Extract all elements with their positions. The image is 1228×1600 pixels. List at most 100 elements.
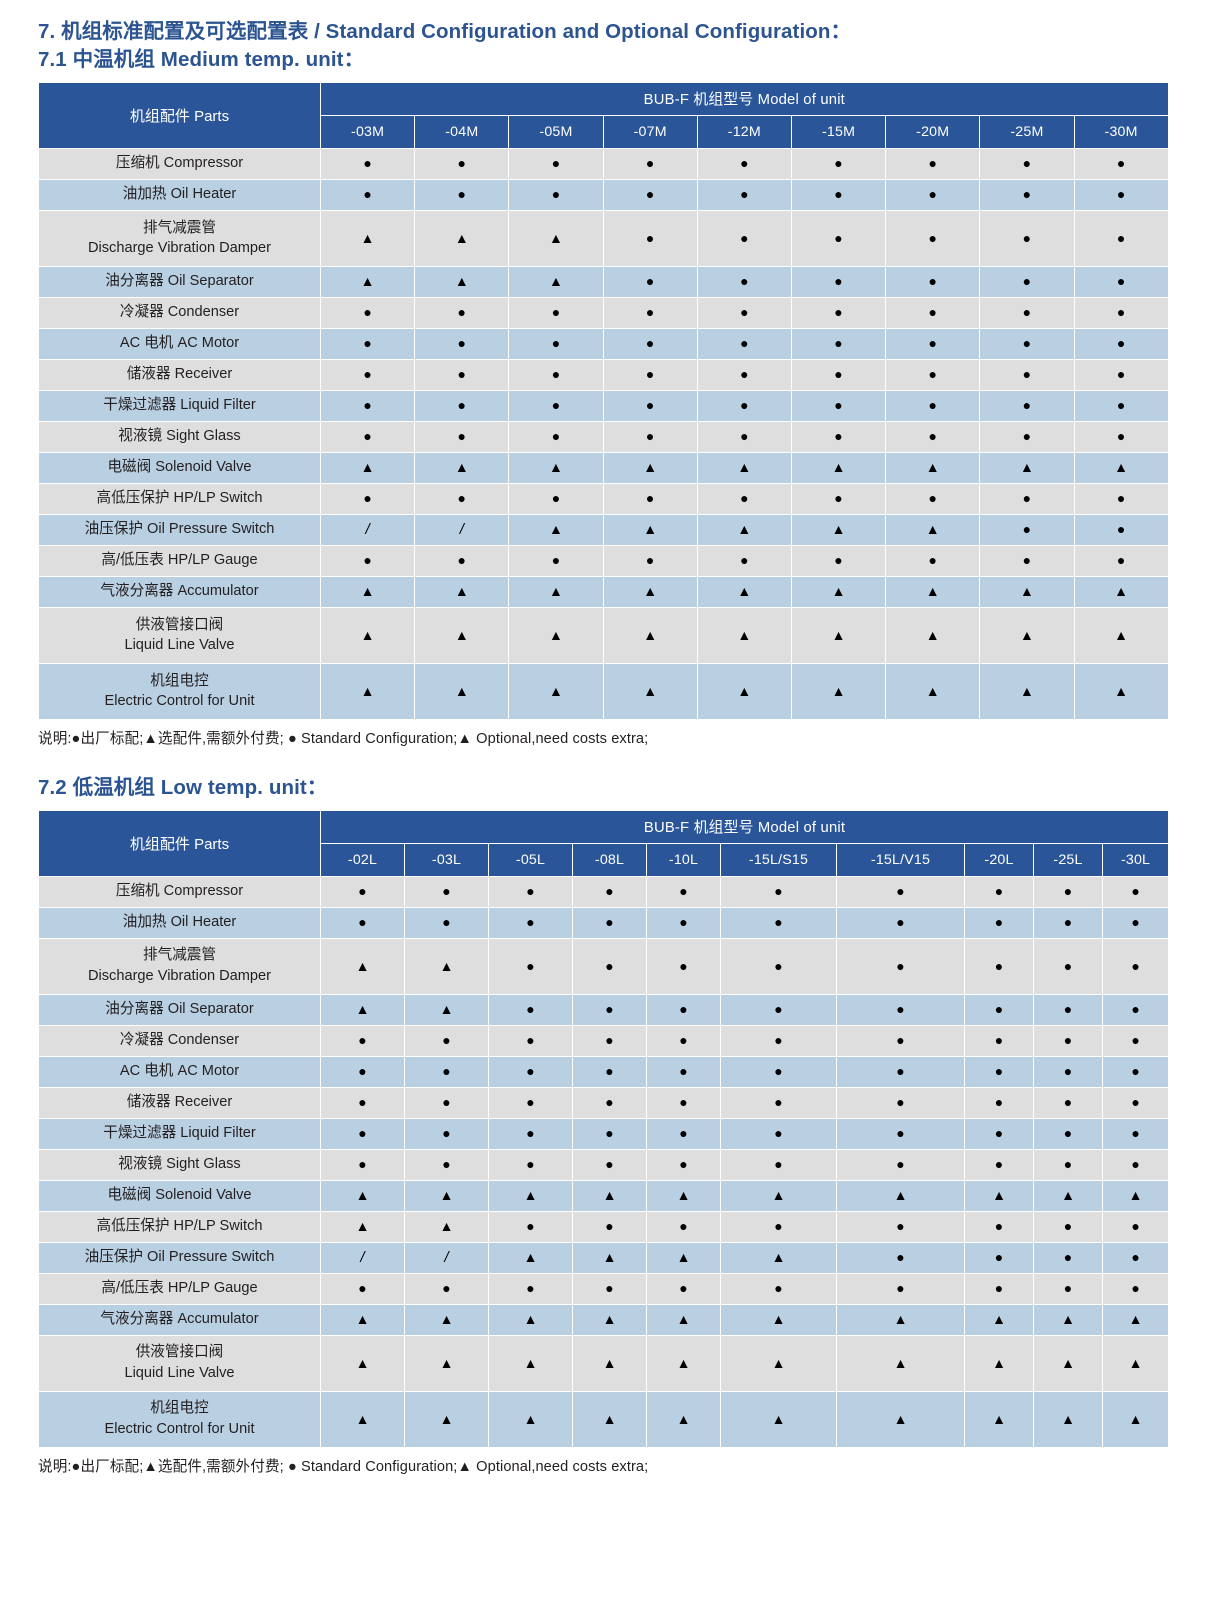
standard-config-circle-icon: ● — [358, 1125, 367, 1142]
standard-config-circle-icon: ● — [928, 304, 937, 321]
config-value-cell: ● — [602, 209, 698, 267]
config-value-cell: ● — [602, 327, 698, 360]
part-name-cn: 供液管接口阀 — [135, 1344, 224, 1361]
standard-config-circle-icon: ● — [551, 304, 561, 321]
standard-config-circle-icon: ● — [1116, 335, 1126, 352]
config-value-cell: ▲ — [979, 662, 1075, 720]
part-name-cn: 油分离器 Oil Separator — [105, 1001, 254, 1018]
config-value-cell: ● — [1033, 1148, 1103, 1181]
optional-config-triangle-icon: ▲ — [602, 1311, 617, 1328]
config-value-cell: ● — [572, 1210, 647, 1243]
config-value-cell: ● — [320, 1055, 405, 1088]
config-value-cell: ▲ — [320, 1390, 405, 1448]
config-value-cell: ● — [1033, 1272, 1103, 1305]
standard-config-circle-icon: ● — [896, 1063, 905, 1080]
config-value-cell: ● — [646, 875, 721, 908]
table-row: 高/低压表 HP/LP Gauge ● ● ● ● ● ● ● ● ● — [38, 544, 1228, 577]
model-column-header: -03M — [319, 114, 416, 149]
config-value-cell: ● — [602, 178, 698, 211]
config-value-cell: ● — [1073, 209, 1169, 267]
config-value-cell: ● — [414, 544, 510, 577]
config-value-cell: ● — [1073, 265, 1169, 298]
config-value-cell: ● — [319, 482, 416, 515]
table-row: 机组电控 Electric Control for Unit ▲ ▲ ▲ ▲ ▲ ▲ ▲ ▲ ▲ ▲ — [38, 1390, 1170, 1448]
config-value-cell: ● — [1033, 1241, 1103, 1274]
standard-config-circle-icon: ● — [994, 883, 1004, 900]
optional-config-triangle-icon: ▲ — [737, 626, 752, 643]
standard-config-circle-icon: ● — [605, 1125, 614, 1142]
config-value-cell: ● — [488, 906, 573, 939]
config-value-cell: ▲ — [646, 1241, 721, 1274]
standard-config-circle-icon: ● — [774, 1063, 783, 1080]
standard-config-circle-icon: ● — [605, 1001, 614, 1018]
table-row: AC 电机 AC Motor ● ● ● ● ● ● ● ● ● ● — [38, 1055, 1170, 1088]
standard-config-circle-icon: ● — [526, 1032, 535, 1049]
config-value-cell: ● — [979, 327, 1075, 360]
low-table-note: 说明:●出厂标配;▲选配件,需额外付费; ● Standard Configur… — [38, 1458, 649, 1475]
standard-config-circle-icon: ● — [605, 1218, 614, 1235]
config-value-cell: ▲ — [488, 1241, 573, 1274]
optional-config-triangle-icon: ▲ — [643, 521, 658, 538]
config-value-cell: / — [404, 1241, 489, 1274]
standard-config-circle-icon: ● — [1116, 186, 1126, 203]
config-value-cell: ● — [320, 1148, 405, 1181]
standard-config-circle-icon: ● — [1131, 1280, 1140, 1297]
standard-config-circle-icon: ● — [358, 1032, 367, 1049]
config-value-cell: ● — [646, 1117, 721, 1150]
part-name-cell: 排气减震管 Discharge Vibration Damper — [38, 209, 321, 267]
standard-config-circle-icon: ● — [363, 552, 372, 569]
config-value-cell: ● — [1033, 906, 1103, 939]
optional-config-triangle-icon: ▲ — [549, 682, 563, 699]
standard-config-circle-icon: ● — [896, 1249, 905, 1266]
standard-config-circle-icon: ● — [1022, 521, 1032, 538]
optional-config-triangle-icon: ▲ — [771, 1311, 786, 1328]
low-parts-header: 机组配件 Parts — [38, 809, 321, 877]
standard-config-circle-icon: ● — [1063, 1032, 1073, 1049]
optional-config-triangle-icon: ▲ — [893, 1311, 908, 1328]
standard-config-circle-icon: ● — [740, 397, 749, 414]
standard-config-circle-icon: ● — [740, 366, 749, 383]
standard-config-circle-icon: ● — [679, 1218, 688, 1235]
config-value-cell: ● — [979, 513, 1075, 546]
part-name-cell: 冷凝器 Condenser — [38, 1024, 321, 1057]
config-value-cell: ▲ — [319, 662, 416, 720]
standard-config-circle-icon: ● — [679, 883, 688, 900]
optional-config-triangle-icon: ▲ — [1114, 626, 1129, 643]
standard-config-circle-icon: ● — [551, 335, 561, 352]
standard-config-circle-icon: ● — [363, 366, 372, 383]
config-value-cell: ● — [696, 296, 792, 329]
config-value-cell: ● — [720, 937, 837, 995]
medium-parts-header: 机组配件 Parts — [38, 81, 321, 149]
standard-config-circle-icon: ● — [740, 229, 749, 246]
part-name-cell: 压缩机 Compressor — [38, 875, 321, 908]
standard-config-circle-icon: ● — [994, 1063, 1004, 1080]
standard-config-circle-icon: ● — [896, 883, 905, 900]
config-value-cell: ▲ — [790, 662, 887, 720]
optional-config-triangle-icon: ▲ — [355, 957, 370, 974]
config-value-cell: ▲ — [404, 1179, 489, 1212]
standard-config-circle-icon: ● — [994, 1218, 1004, 1235]
standard-config-circle-icon: ● — [679, 1125, 688, 1142]
standard-config-circle-icon: ● — [526, 1001, 535, 1018]
config-value-cell: ● — [488, 1055, 573, 1088]
standard-config-circle-icon: ● — [605, 1063, 614, 1080]
standard-config-circle-icon: ● — [834, 304, 843, 321]
optional-config-triangle-icon: ▲ — [771, 1354, 786, 1371]
standard-config-circle-icon: ● — [774, 1218, 783, 1235]
config-value-cell: ● — [790, 482, 887, 515]
part-name-cell: 储液器 Receiver — [38, 358, 321, 391]
table-row: 压缩机 Compressor ● ● ● ● ● ● ● ● ● — [38, 147, 1228, 180]
part-name-cell: 油分离器 Oil Separator — [38, 265, 321, 298]
config-value-cell: ● — [508, 296, 604, 329]
standard-config-circle-icon: ● — [645, 335, 655, 352]
config-value-cell: ● — [885, 389, 981, 422]
config-value-cell: ● — [836, 993, 965, 1026]
low-model-header: BUB-F 机组型号 Model of unit — [319, 809, 1170, 844]
config-value-cell: ▲ — [414, 575, 510, 608]
standard-config-circle-icon: ● — [363, 397, 372, 414]
not-available-slash-icon: / — [360, 1249, 365, 1267]
config-value-cell: ▲ — [508, 265, 604, 298]
optional-config-triangle-icon: ▲ — [771, 1187, 786, 1204]
optional-config-triangle-icon: ▲ — [360, 682, 375, 699]
config-value-cell: ▲ — [696, 662, 792, 720]
